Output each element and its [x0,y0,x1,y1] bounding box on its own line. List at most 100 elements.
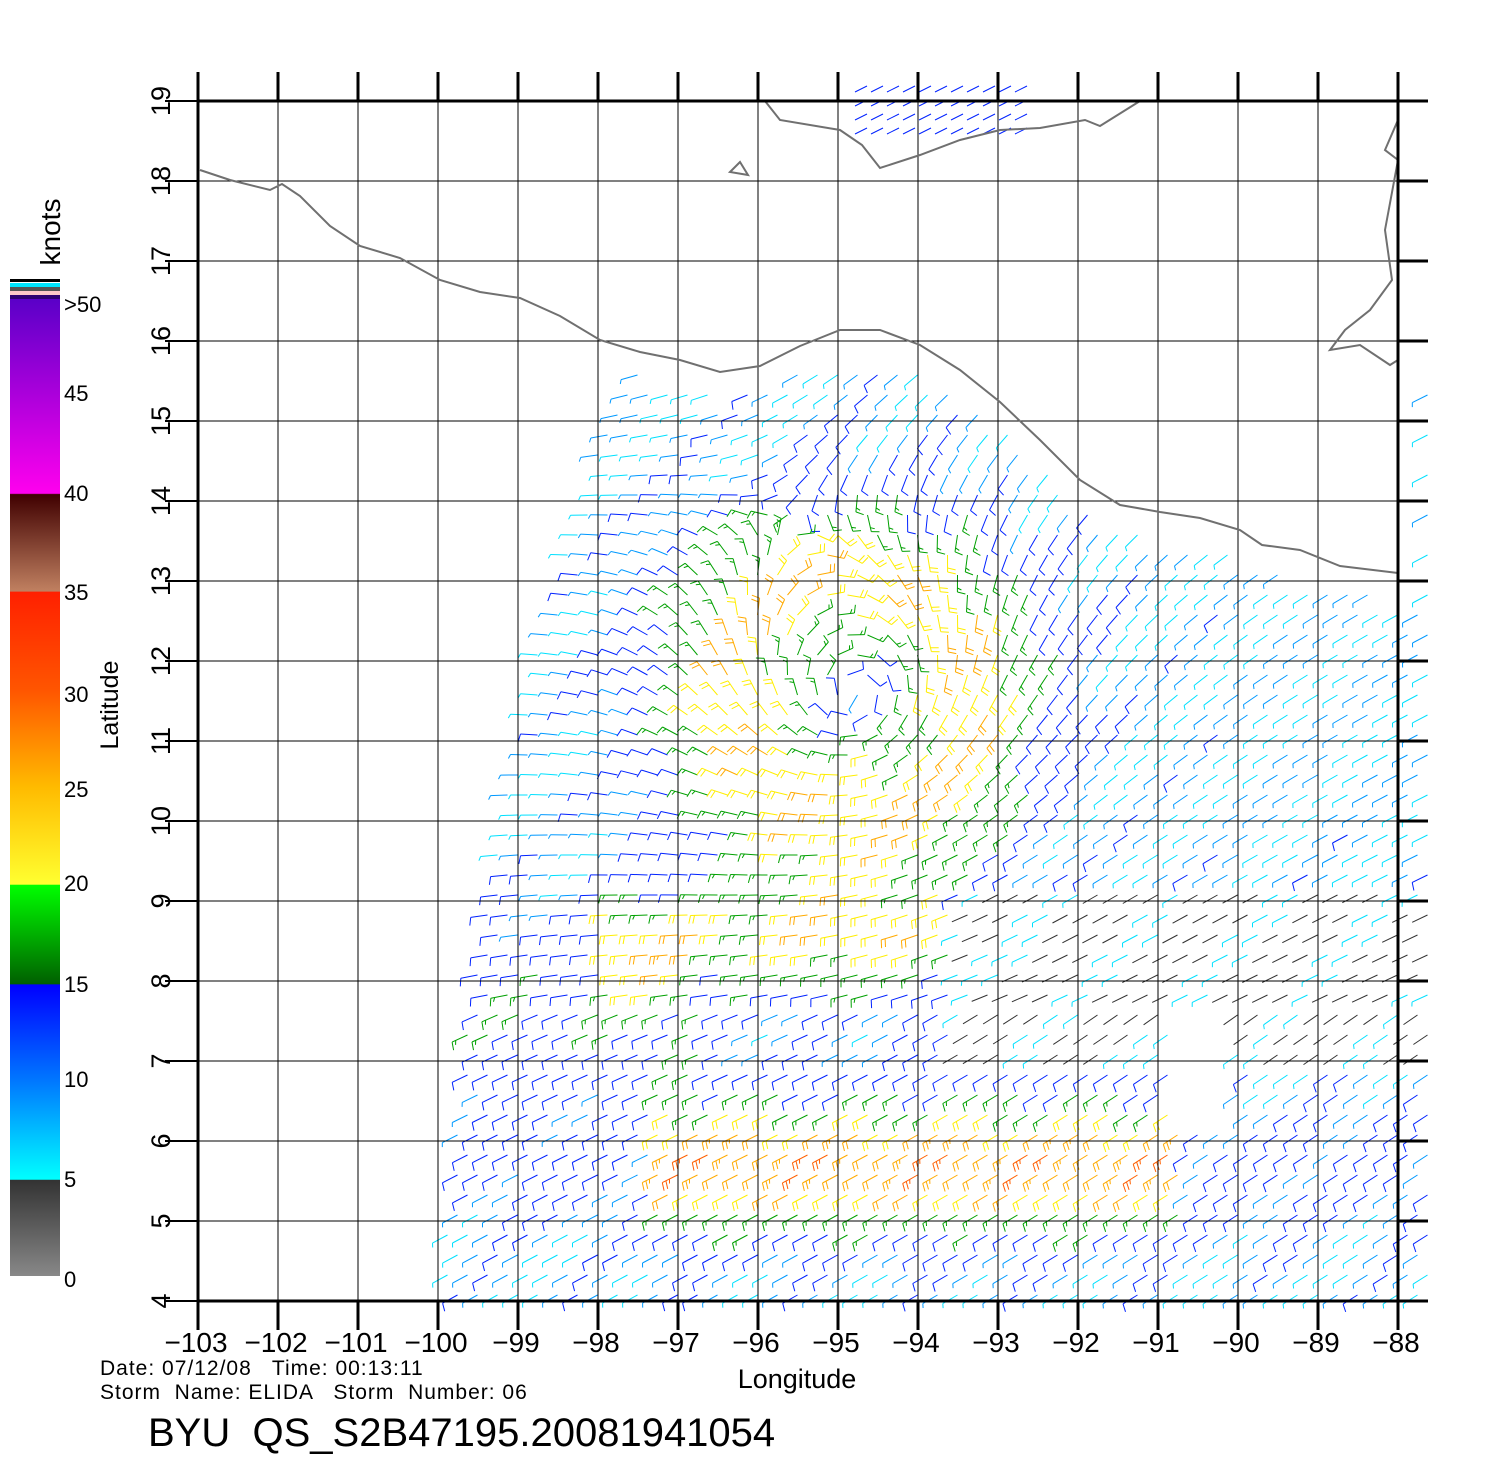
lat-tick-label: 9 [146,893,176,908]
wind-barb-flag [647,832,652,841]
wind-barb [1151,994,1168,1003]
wind-barb [1062,1174,1078,1185]
wind-barb [1242,1174,1258,1185]
wind-barb-flag [1009,550,1014,555]
wind-barb [1332,834,1348,844]
wind-barb-flag [989,509,996,516]
wind-barb-flag [905,1141,909,1150]
wind-barb-flag [993,587,998,591]
wind-barb-flag [749,701,758,706]
wind-barb-flag [638,936,641,945]
wind-barb [810,793,828,796]
wind-barb [992,614,998,632]
wind-barb [691,1074,708,1083]
wind-barb [1252,834,1268,844]
wind-barb-flag [882,1183,886,1192]
wind-barb-flag [814,615,820,623]
wind-barb-flag [558,534,561,540]
wind-barb-flag [652,708,657,712]
wind-barb-flag [618,894,621,904]
lat-tick-label: 12 [146,646,176,676]
wind-barb-flag [681,1102,685,1111]
wind-barb [1142,894,1158,904]
wind-barb-flag [804,595,810,603]
wind-barb-flag [1105,627,1112,635]
wind-barb [751,1114,768,1123]
wind-barb-flag [852,1162,856,1172]
wind-barb [610,474,628,477]
wind-barb-flag [983,824,988,833]
wind-barb-flag [1082,1183,1087,1193]
wind-barb [770,833,788,836]
wind-barb-flag [760,769,766,778]
wind-barb [572,1234,588,1244]
wind-barb-flag [627,513,632,522]
wind-barb [1018,674,1028,690]
wind-barb [660,811,678,816]
wind-barb-flag [1032,1044,1035,1049]
wind-barb [1363,1054,1378,1065]
wind-barb [1263,1014,1278,1026]
wind-barb-flag [528,834,531,840]
wind-barb-flag [508,835,511,840]
wind-barb [1273,634,1288,645]
colorbar-cap [10,279,60,282]
wind-barb [961,934,978,943]
wind-barb [550,874,568,877]
wind-barb [530,994,548,999]
wind-barb [962,1214,978,1225]
wind-barb [690,954,708,958]
wind-barb [750,994,768,999]
wind-barb-flag [1192,1204,1197,1213]
wind-barb-flag [691,664,700,669]
wind-barb-flag [975,587,980,591]
wind-barb [881,974,898,981]
wind-barb-flag [1342,1184,1347,1193]
wind-barb-flag [666,789,672,798]
wind-barb [1001,934,1018,943]
wind-barb [600,812,618,816]
wind-barb [852,714,868,725]
wind-barb [772,474,788,485]
wind-barb [827,554,845,559]
wind-barb [1114,754,1128,767]
wind-barb [1091,994,1108,1003]
wind-barb [1012,1034,1028,1045]
wind-barb-flag [930,571,939,573]
wind-barb [870,85,884,93]
wind-barb [1012,1194,1028,1205]
wind-barb-flag [662,935,665,944]
wind-barb-flag [937,667,946,671]
wind-barb [892,1234,908,1244]
wind-barb-flag [931,842,935,852]
wind-barb [939,474,948,491]
wind-barb [1152,1194,1168,1205]
wind-barb-flag [725,1140,728,1149]
wind-barb [1302,774,1318,784]
wind-barb-flag [972,1163,976,1172]
wind-barb-flag [812,1243,816,1252]
wind-barb [660,454,678,458]
wind-barb-flag [762,895,765,900]
wind-barb-flag [1022,1223,1026,1232]
wind-barb [800,974,818,979]
wind-barb-flag [708,915,711,924]
wind-barb [1053,834,1068,846]
wind-barb-flag [608,915,611,924]
wind-barb-flag [1252,1124,1255,1129]
wind-barb [592,1194,608,1204]
wind-barb-flag [689,661,698,666]
wind-barb [1322,654,1338,665]
wind-barb [1053,1034,1068,1045]
wind-barb-flag [912,1203,916,1212]
wind-barb-flag [765,1140,769,1150]
wind-barb [1233,714,1248,726]
wind-barb [490,874,508,878]
wind-barb [500,814,518,817]
wind-barb-flag [963,527,968,531]
wind-barb-flag [561,1102,565,1111]
wind-barb [502,1254,518,1264]
wind-barb [691,1114,708,1123]
wind-barb [980,514,988,531]
wind-barb-flag [1152,1283,1157,1292]
